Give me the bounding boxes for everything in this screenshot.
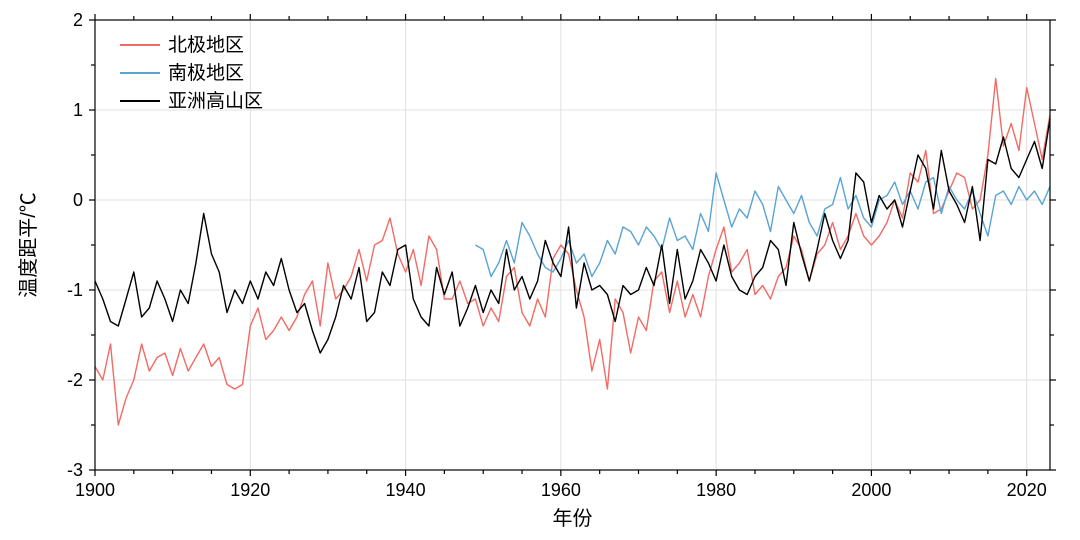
x-tick-label: 1940 — [386, 480, 426, 500]
y-tick-label: -2 — [67, 370, 83, 390]
line-chart: 1900 1920 1940 1960 1980 2000 2020 -3 -2 -1 0 1 2 年份 温… — [0, 0, 1080, 540]
y-tick-label: -1 — [67, 280, 83, 300]
legend-label: 亚洲高山区 — [168, 90, 263, 112]
x-tick-label: 1980 — [696, 480, 736, 500]
x-tick-label: 1900 — [75, 480, 115, 500]
y-tick-label: -3 — [67, 460, 83, 480]
chart-container: 1900 1920 1940 1960 1980 2000 2020 -3 -2 -1 0 1 2 年份 温… — [0, 0, 1080, 540]
x-tick-label: 1920 — [230, 480, 270, 500]
x-tick-label: 2020 — [1007, 480, 1047, 500]
y-axis-label: 温度距平/℃ — [17, 192, 40, 298]
y-tick-label: 0 — [73, 190, 83, 210]
legend-label: 北极地区 — [168, 34, 244, 56]
x-tick-label: 1960 — [541, 480, 581, 500]
y-tick-label: 1 — [73, 100, 83, 120]
y-tick-label: 2 — [73, 10, 83, 30]
legend-label: 南极地区 — [168, 62, 244, 84]
x-tick-label: 2000 — [851, 480, 891, 500]
x-axis-label: 年份 — [553, 507, 593, 530]
